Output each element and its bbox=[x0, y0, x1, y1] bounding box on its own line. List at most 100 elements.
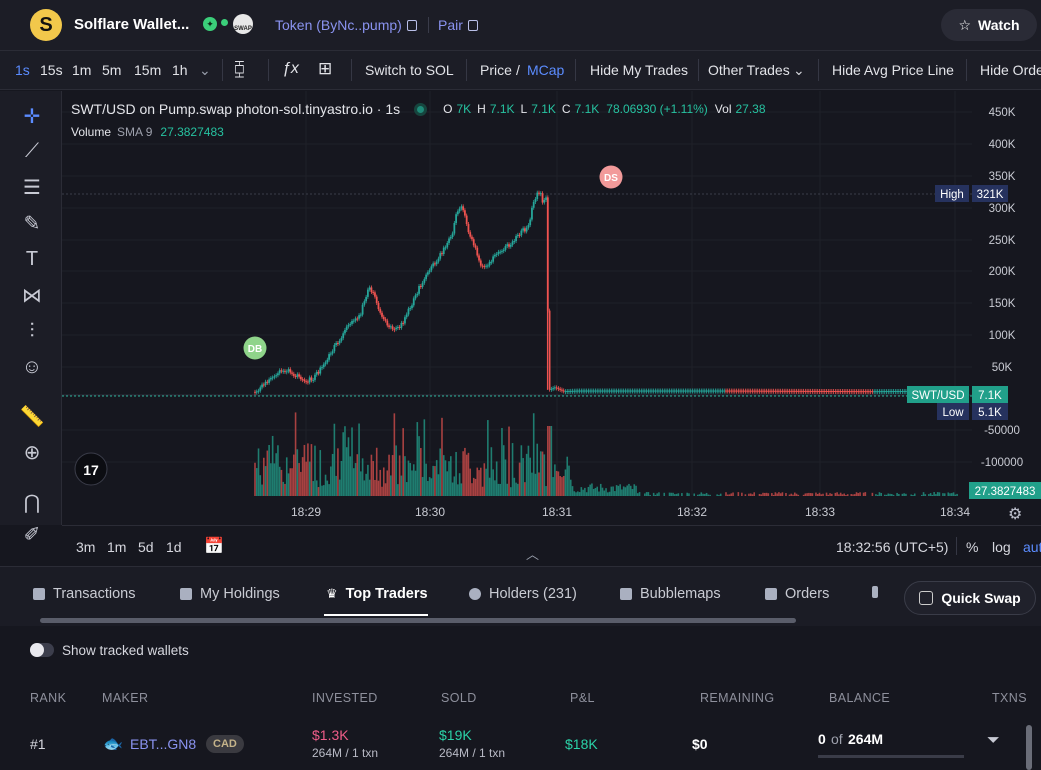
tradingview-logo[interactable]: 17 bbox=[74, 452, 108, 486]
watch-button[interactable]: ☆ Watch bbox=[941, 9, 1037, 41]
show-tracked-toggle[interactable] bbox=[30, 643, 54, 657]
ruler-icon[interactable]: 📏 bbox=[19, 405, 45, 428]
switch-to-sol-button[interactable]: Switch to SOL bbox=[365, 62, 454, 78]
layout-grid-icon[interactable]: ⊞ bbox=[318, 59, 333, 78]
tab-bubblemaps[interactable]: Bubblemaps bbox=[620, 586, 721, 602]
lock-drawing-icon[interactable]: ✐ bbox=[23, 523, 41, 546]
magnet-icon[interactable]: ⋂ bbox=[23, 491, 41, 514]
chart-canvas[interactable]: 450K 400K 350K 300K 250K 200K 150K 100K 50K -5000… bbox=[62, 91, 1041, 525]
copy-icon[interactable] bbox=[406, 19, 417, 31]
chevron-up-icon[interactable]: ︿ bbox=[526, 547, 540, 562]
hide-my-trades-button[interactable]: Hide My Trades bbox=[590, 62, 689, 78]
zoom-icon[interactable]: ⊕ bbox=[23, 441, 41, 464]
bottom-tabs: Transactions My Holdings ♛ Top Traders Ho… bbox=[0, 566, 1041, 626]
chevron-down-icon[interactable]: ⌄ bbox=[793, 62, 805, 78]
chevron-down-icon[interactable]: ⌄ bbox=[199, 62, 211, 78]
tab-transactions[interactable]: Transactions bbox=[33, 586, 135, 602]
copy-icon[interactable] bbox=[467, 19, 478, 31]
quick-swap-button[interactable]: Quick Swap bbox=[904, 581, 1036, 615]
volume-bar bbox=[432, 465, 434, 496]
price-toggle[interactable]: Price bbox=[480, 62, 512, 78]
candle-body bbox=[700, 390, 703, 392]
tab-holders[interactable]: Holders (231) bbox=[469, 586, 577, 602]
marker-db[interactable]: DB bbox=[243, 336, 267, 360]
interval-5m[interactable]: 5m bbox=[102, 62, 122, 78]
maker-address[interactable]: EBT...GN8 bbox=[130, 736, 197, 752]
interval-1h[interactable]: 1h bbox=[172, 62, 188, 78]
volume-bar bbox=[481, 486, 484, 496]
table-scrollbar[interactable] bbox=[1026, 725, 1032, 770]
gear-icon[interactable]: ⚙ bbox=[1008, 504, 1022, 523]
candle-body bbox=[419, 285, 422, 287]
volume-bar bbox=[301, 457, 304, 496]
col-remaining[interactable]: REMAINING bbox=[700, 691, 775, 705]
pair-value-bg bbox=[972, 386, 1008, 403]
candle-body bbox=[749, 390, 752, 392]
row-rank: #1 bbox=[30, 736, 46, 752]
interval-15m[interactable]: 15m bbox=[134, 62, 162, 78]
tabs-scrollbar[interactable] bbox=[40, 618, 796, 623]
volume-bar bbox=[816, 493, 819, 496]
candle-body bbox=[585, 390, 588, 392]
brush-icon[interactable]: ✎ bbox=[23, 212, 41, 235]
candle-body bbox=[905, 390, 907, 392]
log-scale-toggle[interactable]: log bbox=[992, 539, 1011, 555]
col-pnl[interactable]: P&L bbox=[570, 691, 595, 705]
candle-body bbox=[395, 327, 398, 330]
candles-icon[interactable]: ⧮ bbox=[234, 59, 245, 78]
token-name[interactable]: Solflare Wallet... bbox=[74, 16, 190, 33]
range-3m[interactable]: 3m bbox=[76, 539, 96, 555]
price-chart[interactable]: 450K 400K 350K 300K 250K 200K 150K 100K 50K -5000… bbox=[62, 91, 1041, 525]
crosshair-icon[interactable]: ✛ bbox=[23, 105, 41, 128]
tab-label: Top Traders bbox=[345, 586, 428, 602]
volume-bar bbox=[741, 492, 743, 496]
marker-ds[interactable]: DS bbox=[599, 165, 623, 189]
calendar-range-icon[interactable]: 📅 bbox=[204, 538, 224, 555]
percent-scale-toggle[interactable]: % bbox=[966, 539, 979, 555]
candle-body bbox=[532, 201, 535, 208]
candle-body bbox=[504, 246, 507, 250]
chart-clock[interactable]: 18:32:56 (UTC+5) bbox=[836, 539, 949, 555]
pair-link[interactable]: Pair bbox=[438, 17, 478, 33]
tab-top-traders[interactable]: ♛ Top Traders bbox=[326, 586, 428, 602]
horizontal-lines-icon[interactable]: ☰ bbox=[23, 176, 41, 199]
volume-bar bbox=[628, 483, 630, 496]
mcap-toggle[interactable]: MCap bbox=[527, 62, 565, 78]
col-sold[interactable]: SOLD bbox=[441, 691, 477, 705]
volume-bar bbox=[621, 489, 623, 496]
prediction-icon[interactable]: ⫶ bbox=[29, 319, 35, 342]
volume-bar bbox=[829, 493, 831, 496]
interval-1m[interactable]: 1m bbox=[72, 62, 92, 78]
tab-my-holdings[interactable]: My Holdings bbox=[180, 586, 280, 602]
tab-more[interactable] bbox=[872, 586, 878, 598]
other-trades-dropdown[interactable]: Other Trades bbox=[708, 62, 790, 78]
text-tool-icon[interactable]: T bbox=[25, 247, 39, 270]
candle-body bbox=[557, 388, 560, 390]
candle-body bbox=[374, 292, 376, 297]
range-1m[interactable]: 1m bbox=[107, 539, 127, 555]
indicators-icon[interactable]: ƒx bbox=[282, 60, 299, 77]
hide-avg-price-line-button[interactable]: Hide Avg Price Line bbox=[832, 62, 954, 78]
interval-15s[interactable]: 15s bbox=[40, 62, 63, 78]
candle-body bbox=[578, 390, 581, 392]
emoji-icon[interactable]: ☺ bbox=[21, 355, 43, 378]
interval-1s[interactable]: 1s bbox=[15, 62, 30, 78]
range-5d[interactable]: 5d bbox=[138, 539, 154, 555]
candle-body bbox=[654, 390, 657, 392]
pattern-icon[interactable]: ⋈ bbox=[22, 284, 42, 307]
hide-orders-button[interactable]: Hide Orde bbox=[980, 62, 1041, 78]
trend-line-icon[interactable]: ⟋ bbox=[25, 139, 39, 162]
volume-bar bbox=[778, 492, 780, 496]
tab-orders[interactable]: Orders bbox=[765, 586, 829, 602]
chevron-left-icon[interactable]: ‹ bbox=[62, 490, 63, 504]
volume-bar bbox=[485, 468, 487, 496]
filter-icon[interactable]: ⏷ bbox=[987, 732, 1000, 749]
candle-body bbox=[294, 375, 297, 377]
auto-scale-toggle[interactable]: aut bbox=[1023, 539, 1041, 555]
token-address-link[interactable]: Token (ByNc..pump) bbox=[275, 17, 417, 33]
col-balance[interactable]: BALANCE bbox=[829, 691, 891, 705]
volume-bar bbox=[850, 494, 853, 496]
col-invested[interactable]: INVESTED bbox=[312, 691, 378, 705]
range-1d[interactable]: 1d bbox=[166, 539, 182, 555]
candle-body bbox=[285, 371, 288, 373]
